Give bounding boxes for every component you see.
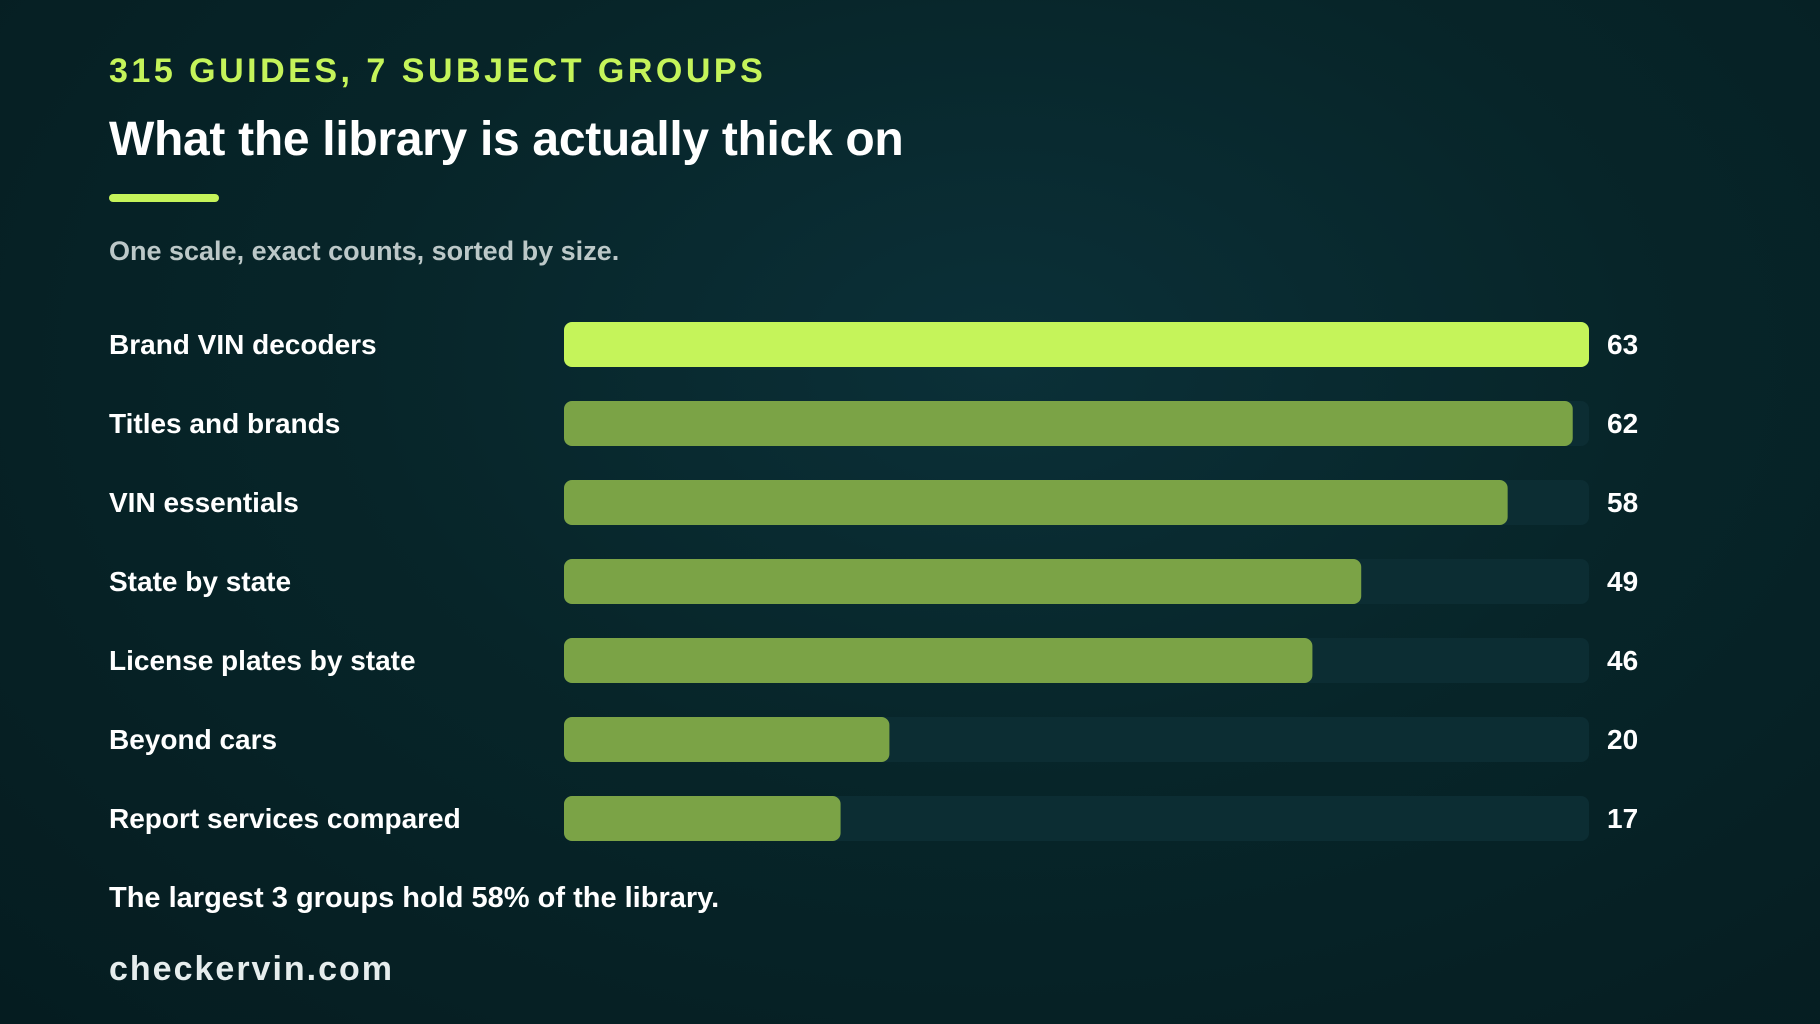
chart-kicker: 315 GUIDES, 7 SUBJECT GROUPS <box>109 52 767 90</box>
bar <box>564 796 841 841</box>
bar <box>564 480 1508 525</box>
value-label: 49 <box>1607 566 1638 597</box>
category-label: Beyond cars <box>109 724 277 755</box>
value-label: 20 <box>1607 724 1638 755</box>
category-label: VIN essentials <box>109 487 299 518</box>
category-label: License plates by state <box>109 645 416 676</box>
value-label: 62 <box>1607 408 1638 439</box>
value-label: 58 <box>1607 487 1638 518</box>
category-label: Brand VIN decoders <box>109 329 377 360</box>
category-label: Report services compared <box>109 803 461 834</box>
bar <box>564 717 890 762</box>
bar <box>564 401 1573 446</box>
category-label: State by state <box>109 566 291 597</box>
chart-title: What the library is actually thick on <box>109 113 904 166</box>
category-label: Titles and brands <box>109 408 340 439</box>
title-underline <box>109 194 219 202</box>
value-label: 46 <box>1607 645 1638 676</box>
bar <box>564 322 1589 367</box>
bar <box>564 638 1313 683</box>
value-label: 17 <box>1607 803 1638 834</box>
bar <box>564 559 1362 604</box>
chart-footnote: The largest 3 groups hold 58% of the lib… <box>109 882 720 914</box>
brand-wordmark: checkervin.com <box>109 950 395 988</box>
value-label: 63 <box>1607 329 1638 360</box>
chart-subtitle: One scale, exact counts, sorted by size. <box>109 236 620 266</box>
